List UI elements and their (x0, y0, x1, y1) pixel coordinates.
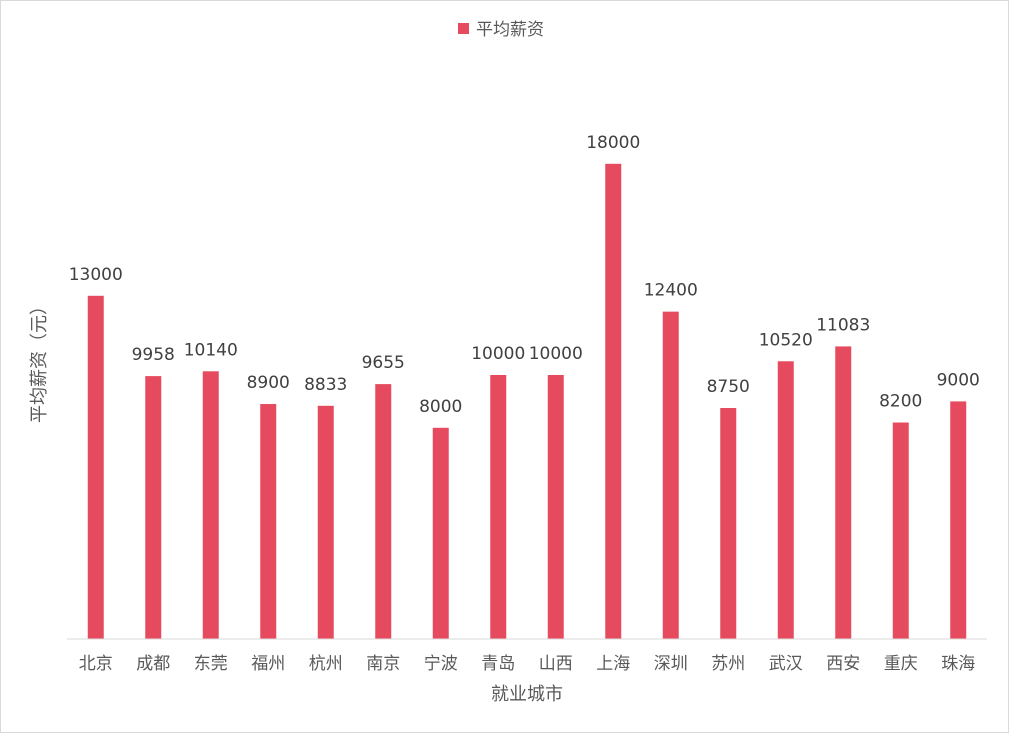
legend-swatch (458, 23, 469, 34)
bar-6 (432, 427, 449, 639)
data-label-6: 8000 (419, 397, 462, 417)
bar-8 (547, 375, 564, 639)
x-tick-labels-group: 北京 成都 东莞 福州 杭州 南京 宁波 青岛 山西 上海 深圳 苏州 武汉 西安 重庆 珠海 (79, 654, 976, 674)
y-axis-title: 平均薪资（元） (29, 297, 50, 423)
bar-13 (835, 346, 852, 639)
bar-0 (87, 295, 104, 639)
x-tick-label-8: 山西 (539, 654, 573, 674)
data-label-10: 12400 (644, 281, 698, 301)
x-tick-label-5: 南京 (366, 654, 400, 674)
bar-14 (892, 422, 909, 639)
x-tick-label-3: 福州 (251, 654, 285, 674)
bar-9 (605, 163, 622, 640)
x-tick-label-13: 西安 (826, 654, 860, 674)
bars-group (87, 163, 967, 640)
bar-1 (145, 376, 162, 639)
x-tick-label-6: 宁波 (424, 654, 458, 674)
x-tick-label-7: 青岛 (481, 654, 515, 674)
data-label-0: 13000 (69, 265, 123, 285)
bar-4 (317, 405, 334, 639)
x-tick-label-14: 重庆 (884, 654, 918, 674)
x-tick-label-9: 上海 (596, 654, 630, 674)
x-axis-title: 就业城市 (491, 684, 563, 705)
x-tick-label-11: 苏州 (711, 654, 745, 674)
data-label-9: 18000 (586, 133, 640, 153)
data-label-8: 10000 (529, 344, 583, 364)
x-tick-label-2: 东莞 (194, 654, 228, 674)
data-label-7: 10000 (471, 344, 525, 364)
x-tick-label-1: 成都 (136, 654, 170, 674)
data-label-5: 9655 (362, 353, 405, 373)
x-tick-label-15: 珠海 (941, 654, 975, 674)
data-label-1: 9958 (132, 345, 175, 365)
x-tick-label-10: 深圳 (654, 654, 688, 674)
bar-11 (720, 408, 737, 639)
data-label-2: 10140 (184, 340, 238, 360)
legend-label: 平均薪资 (476, 20, 544, 40)
data-label-11: 8750 (707, 377, 750, 397)
legend: 平均薪资 (458, 20, 544, 40)
bar-3 (260, 404, 277, 639)
data-label-12: 10520 (759, 330, 813, 350)
bar-5 (375, 384, 392, 639)
bar-12 (777, 361, 794, 639)
bar-7 (490, 375, 507, 639)
data-labels-group: 13000 9958 10140 8900 8833 9655 8000 10000 10000… (69, 133, 980, 417)
data-label-4: 8833 (304, 375, 347, 395)
bar-2 (202, 371, 219, 639)
bar-15 (950, 401, 967, 639)
data-label-13: 11083 (816, 315, 870, 335)
data-label-14: 8200 (879, 392, 922, 412)
x-tick-label-12: 武汉 (769, 654, 803, 674)
x-tick-label-0: 北京 (79, 654, 113, 674)
data-label-15: 9000 (937, 370, 980, 390)
data-label-3: 8900 (247, 373, 290, 393)
bar-10 (662, 311, 679, 639)
x-tick-label-4: 杭州 (309, 654, 343, 674)
